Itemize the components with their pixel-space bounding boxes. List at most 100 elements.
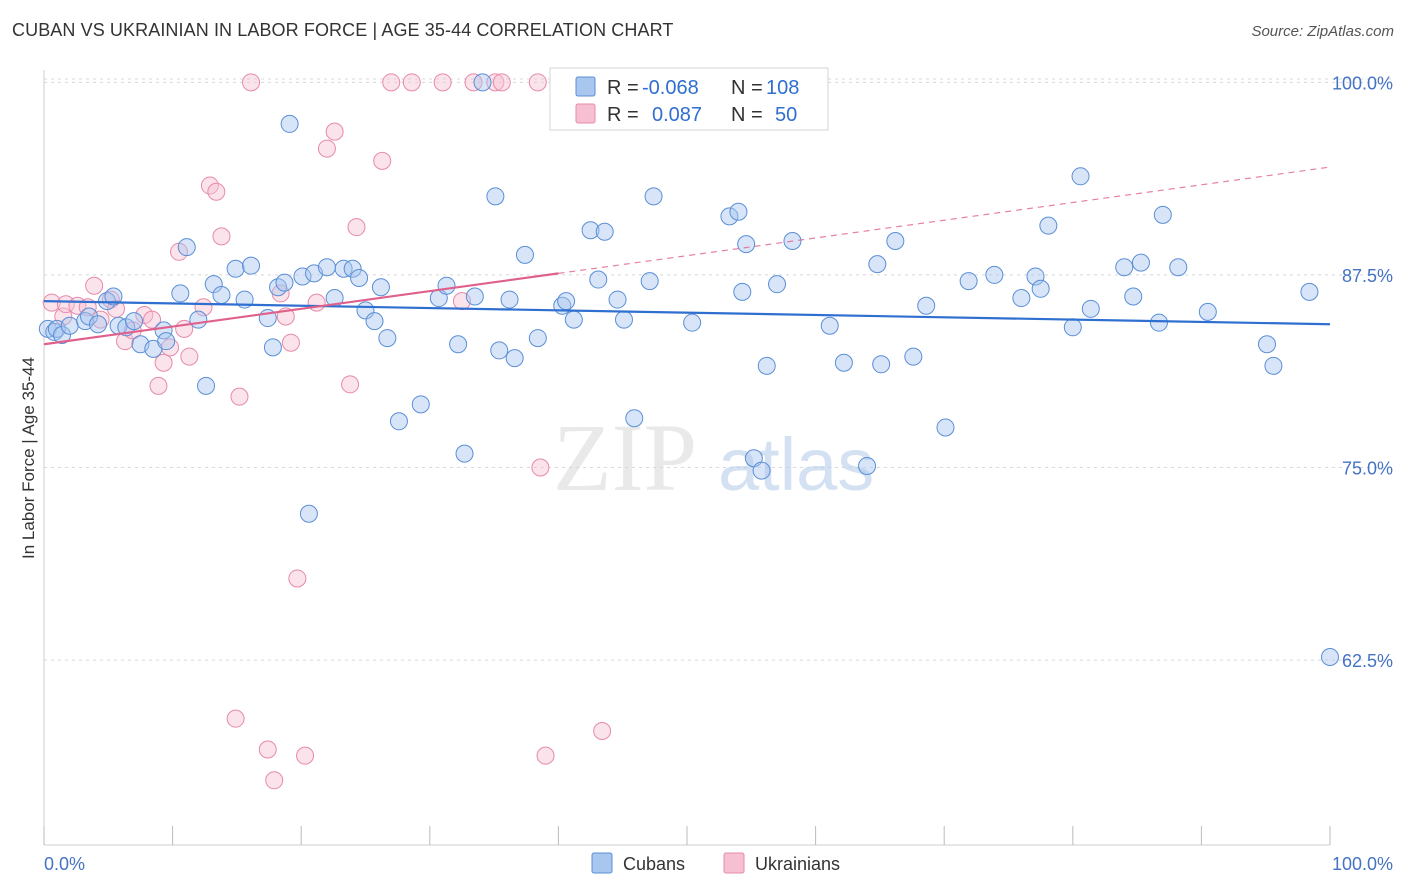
ukrainians-point-22 — [212, 227, 231, 246]
ukrainians-point-31 — [288, 569, 307, 588]
cubans-point-62 — [595, 222, 614, 241]
cubans-point-25 — [242, 256, 261, 275]
bottom-legend-swatch-cubans — [591, 852, 613, 874]
legend-n-label-ukrainians: N = — [731, 104, 763, 126]
cubans-point-60 — [581, 221, 600, 240]
cubans-point-17 — [171, 284, 190, 303]
cubans-point-43 — [389, 412, 408, 431]
cubans-point-99 — [1153, 205, 1172, 224]
cubans-point-82 — [872, 355, 891, 374]
y-axis-tick-labels: 62.5% 75.0% 87.5% 100.0% — [1332, 73, 1393, 671]
cubans-point-37 — [343, 259, 362, 278]
legend-r-value-ukrainians: 0.087 — [652, 104, 702, 126]
y-axis-title: In Labor Force | Age 35-44 — [19, 357, 38, 559]
y-tick-label-0: 62.5% — [1342, 651, 1393, 671]
ukrainians-point-45 — [492, 73, 511, 92]
cubans-point-47 — [449, 335, 468, 354]
cubans-point-103 — [1257, 335, 1276, 354]
cubans-trend-line — [43, 300, 1331, 326]
ukrainians-point-48 — [536, 746, 555, 765]
ukrainians-point-44 — [486, 73, 505, 92]
cubans-point-106 — [1321, 648, 1339, 667]
legend-n-label-cubans: N = — [731, 77, 763, 99]
cubans-point-27 — [263, 338, 282, 357]
x-axis-ticks — [43, 826, 1331, 845]
ukrainians-point-0 — [42, 293, 61, 312]
cubans-point-61 — [589, 270, 608, 289]
cubans-point-23 — [226, 259, 245, 278]
legend-swatch-cubans — [575, 76, 596, 97]
x-tick-label-min: 0.0% — [44, 854, 85, 874]
ukrainians-point-23 — [226, 709, 245, 728]
cubans-point-97 — [1124, 287, 1143, 306]
cubans-point-102 — [1198, 302, 1217, 321]
grid-lines — [44, 78, 1392, 661]
cubans-point-98 — [1131, 253, 1150, 272]
cubans-point-91 — [1031, 279, 1050, 298]
cubans-point-101 — [1169, 258, 1188, 277]
ukrainians-point-34 — [317, 139, 336, 158]
ukrainians-point-37 — [347, 218, 366, 237]
cubans-point-19 — [189, 310, 208, 329]
cubans-point-29 — [275, 273, 294, 292]
cubans-point-63 — [608, 290, 627, 309]
legend-r-label-ukrainians: R = — [607, 104, 639, 126]
cubans-points — [38, 73, 1339, 667]
ukrainians-point-14 — [154, 353, 173, 372]
cubans-point-64 — [614, 310, 633, 329]
cubans-point-44 — [411, 395, 430, 414]
cubans-point-53 — [500, 290, 519, 309]
cubans-point-42 — [378, 329, 397, 348]
x-tick-label-max: 100.0% — [1332, 854, 1393, 874]
ukrainians-point-5 — [85, 276, 104, 295]
cubans-point-76 — [768, 275, 787, 294]
bottom-legend-swatch-ukrainians — [723, 852, 745, 874]
trend-lines — [43, 166, 1331, 346]
y-tick-label-2: 87.5% — [1342, 266, 1393, 286]
chart-title: CUBAN VS UKRAINIAN IN LABOR FORCE | AGE … — [12, 20, 674, 40]
bottom-legend-ukrainians: Ukrainians — [755, 854, 840, 874]
legend-box — [549, 67, 829, 131]
cubans-point-18 — [177, 238, 196, 257]
cubans-point-16 — [157, 332, 176, 351]
cubans-point-104 — [1264, 356, 1283, 375]
ukrainians-point-47 — [531, 458, 550, 477]
cubans-point-92 — [1039, 216, 1058, 235]
ukrainians-point-18 — [180, 347, 199, 366]
cubans-point-81 — [868, 255, 887, 274]
cubans-point-7 — [89, 315, 108, 334]
cubans-point-86 — [936, 418, 955, 437]
cubans-point-48 — [455, 444, 474, 463]
legend-r-value-cubans: -0.068 — [642, 77, 699, 99]
cubans-point-31 — [293, 267, 312, 286]
cubans-point-49 — [465, 287, 484, 306]
ukrainians-point-25 — [242, 73, 261, 92]
cubans-point-51 — [486, 187, 505, 206]
ukrainians-points — [42, 73, 640, 790]
cubans-point-100 — [1149, 313, 1168, 332]
ukrainians-point-21 — [207, 182, 226, 201]
cubans-point-30 — [280, 114, 299, 133]
watermark-zip: ZIP — [553, 404, 697, 511]
ukrainians-point-30 — [281, 333, 300, 352]
ukrainians-point-50 — [593, 721, 612, 740]
ukrainians-point-2 — [56, 295, 75, 314]
legend-n-value-ukrainians: 50 — [775, 104, 797, 126]
cubans-point-79 — [834, 353, 853, 372]
ukrainians-point-40 — [402, 73, 421, 92]
ukrainians-point-39 — [382, 73, 401, 92]
ukrainians-point-24 — [230, 387, 249, 406]
cubans-point-72 — [737, 235, 756, 254]
cubans-point-85 — [917, 296, 936, 315]
cubans-point-65 — [625, 409, 644, 428]
cubans-point-84 — [904, 347, 923, 366]
cubans-point-58 — [557, 292, 576, 311]
ukrainians-trend-line — [43, 272, 559, 346]
source-label: Source: ZipAtlas.com — [1251, 23, 1394, 40]
ukrainians-point-38 — [373, 151, 392, 170]
ukrainians-point-26 — [258, 740, 277, 759]
cubans-point-89 — [1012, 289, 1031, 308]
legend-r-label-cubans: R = — [607, 77, 639, 99]
cubans-point-74 — [752, 461, 771, 480]
